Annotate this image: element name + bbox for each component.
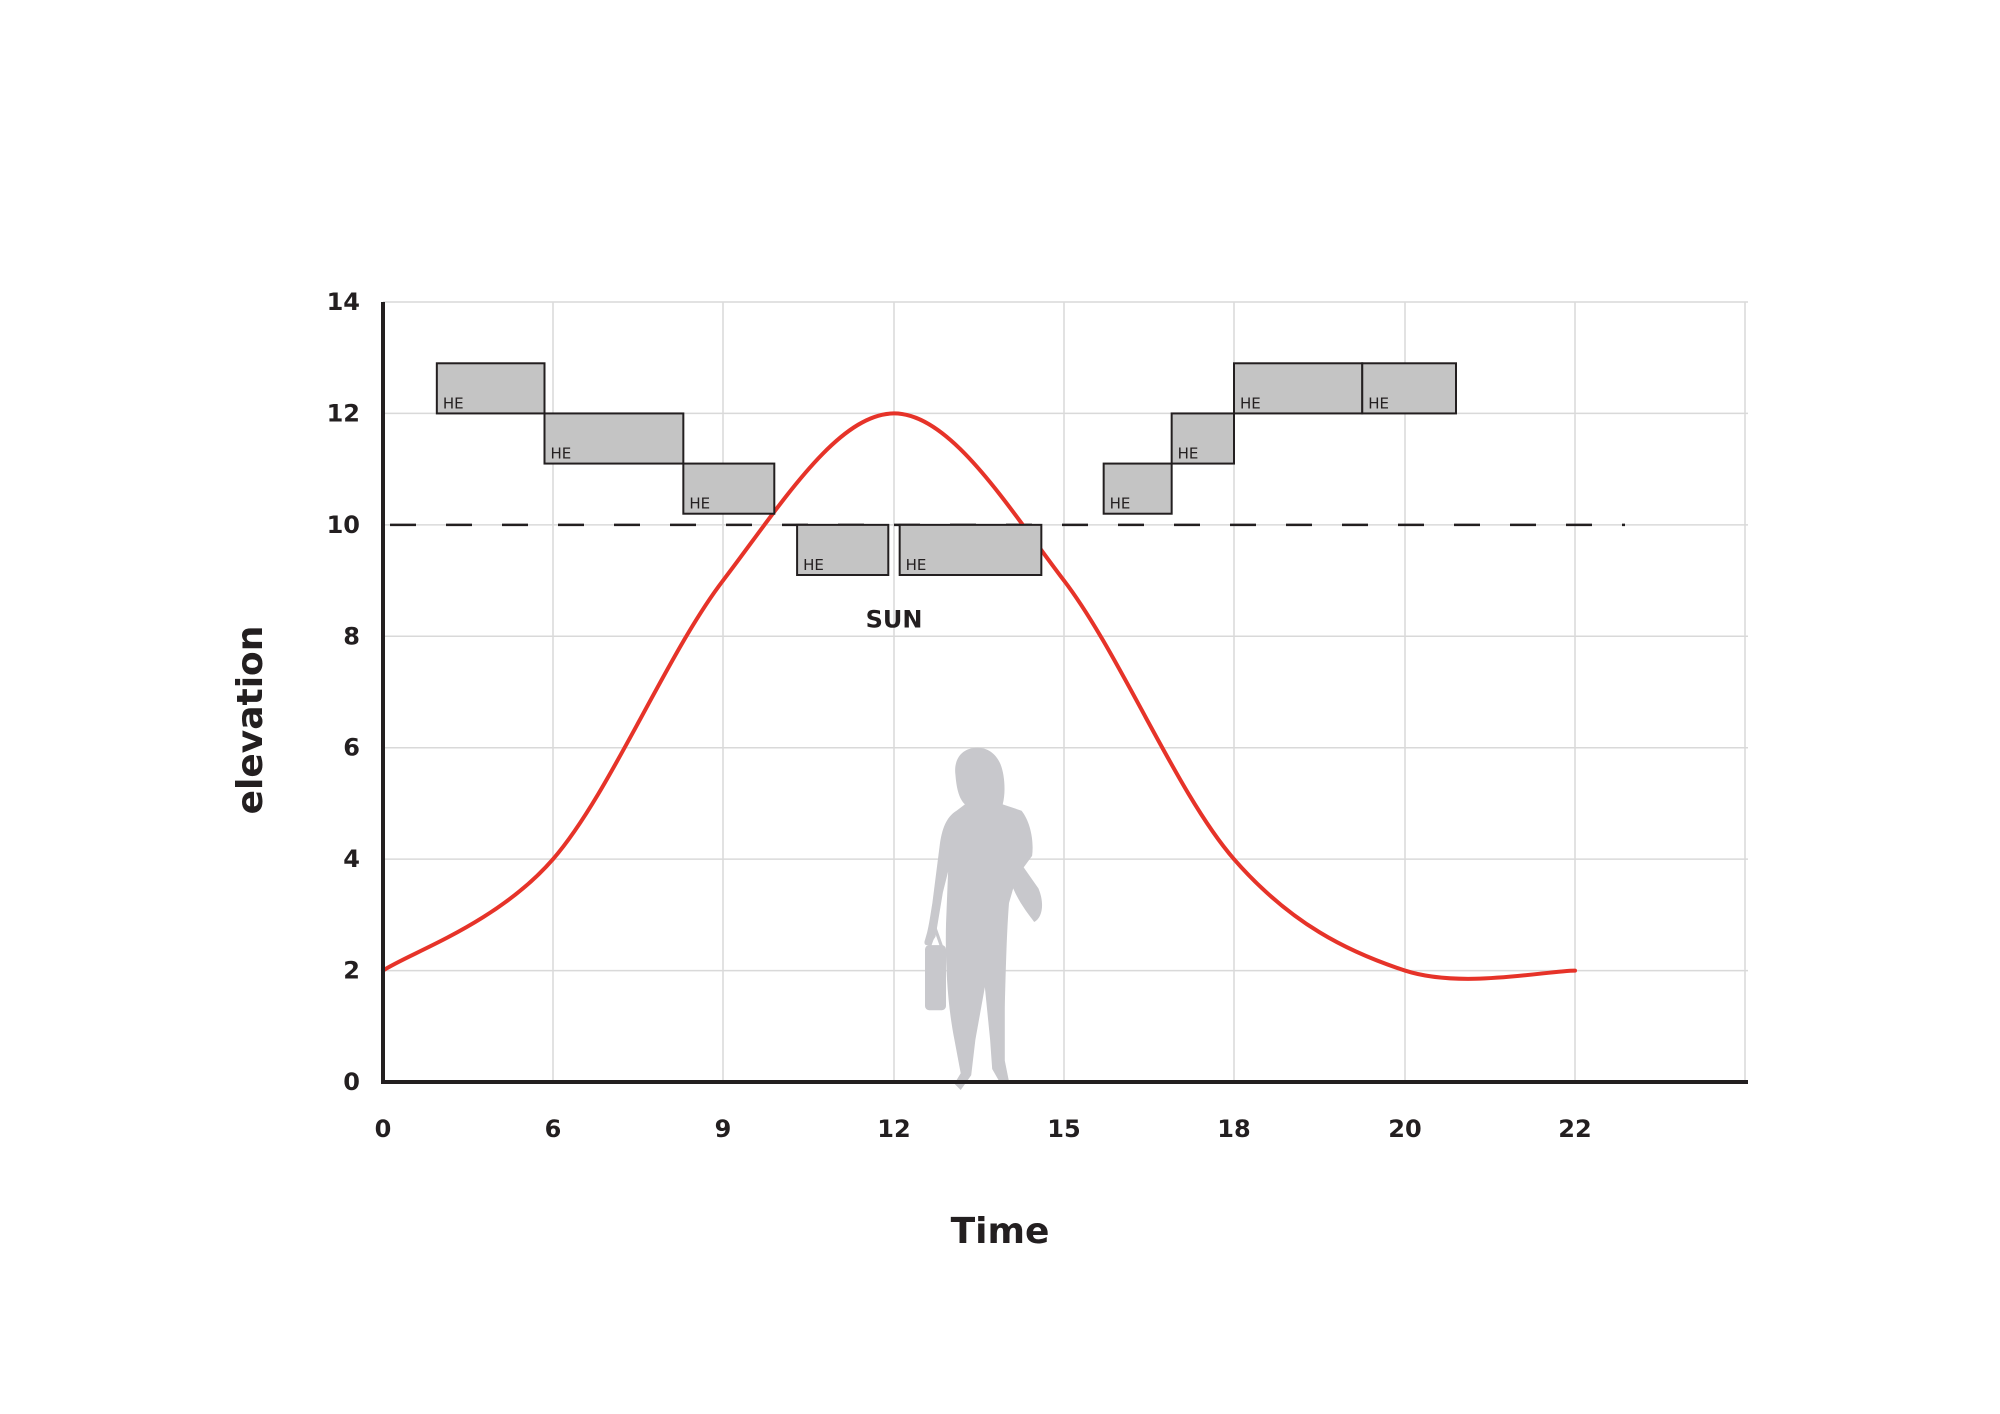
he-block: HE <box>1361 362 1457 415</box>
he-block: HE <box>1233 362 1364 415</box>
y-tick-label: 8 <box>343 622 360 650</box>
he-block-label: HE <box>689 495 710 513</box>
x-tick-label: 15 <box>1047 1115 1080 1143</box>
he-block: HE <box>898 523 1043 576</box>
y-tick-label: 4 <box>343 845 360 873</box>
x-tick-label: 20 <box>1388 1115 1421 1143</box>
he-block-rect <box>898 523 1043 576</box>
sun-elevation-curve <box>381 411 1577 981</box>
he-block-label: HE <box>443 394 464 412</box>
x-tick-label: 0 <box>375 1115 392 1143</box>
he-block: HE <box>1102 462 1173 515</box>
he-block-rect <box>543 412 685 465</box>
he-block-label: HE <box>803 556 824 574</box>
he-block-rect <box>796 523 890 576</box>
y-tick-label: 0 <box>343 1068 360 1096</box>
x-tick-label: 6 <box>545 1115 562 1143</box>
he-block-label: HE <box>1178 445 1199 463</box>
he-block-rect <box>435 362 546 415</box>
labels: 0 6 9 12 15 18 20 22 0 2 4 6 8 10 12 14 SUN <box>327 288 1592 1143</box>
he-block-label: HE <box>1110 495 1131 513</box>
x-axis-title: Time <box>951 1211 1050 1252</box>
sun-annotation: SUN <box>866 606 923 634</box>
x-tick-label: 12 <box>877 1115 910 1143</box>
he-blocks: HE HE HE HE HE HE HE HE HE <box>435 362 1457 576</box>
he-block-label: HE <box>551 445 572 463</box>
x-tick-label: 9 <box>715 1115 732 1143</box>
he-block: HE <box>1170 412 1235 465</box>
he-block-rect <box>1361 362 1457 415</box>
he-block-label: HE <box>906 556 927 574</box>
he-block-label: HE <box>1368 394 1389 412</box>
y-tick-label: 12 <box>327 399 360 427</box>
he-block-label: HE <box>1240 394 1261 412</box>
he-block: HE <box>796 523 890 576</box>
y-axis-title: elevation <box>230 626 271 815</box>
y-tick-label: 2 <box>343 957 360 985</box>
he-block-rect <box>1170 412 1235 465</box>
he-block: HE <box>682 462 776 515</box>
axes <box>381 302 1748 1084</box>
y-tick-label: 10 <box>327 511 360 539</box>
he-block: HE <box>543 412 685 465</box>
sun-elevation-curve-group <box>381 411 1577 981</box>
he-block: HE <box>435 362 546 415</box>
x-tick-label: 22 <box>1558 1115 1591 1143</box>
y-tick-label: 14 <box>327 288 360 316</box>
x-tick-label: 18 <box>1217 1115 1250 1143</box>
he-block-rect <box>1102 462 1173 515</box>
y-tick-label: 6 <box>343 734 360 762</box>
walking-woman-silhouette-icon <box>924 747 1043 1090</box>
he-block-rect <box>682 462 776 515</box>
